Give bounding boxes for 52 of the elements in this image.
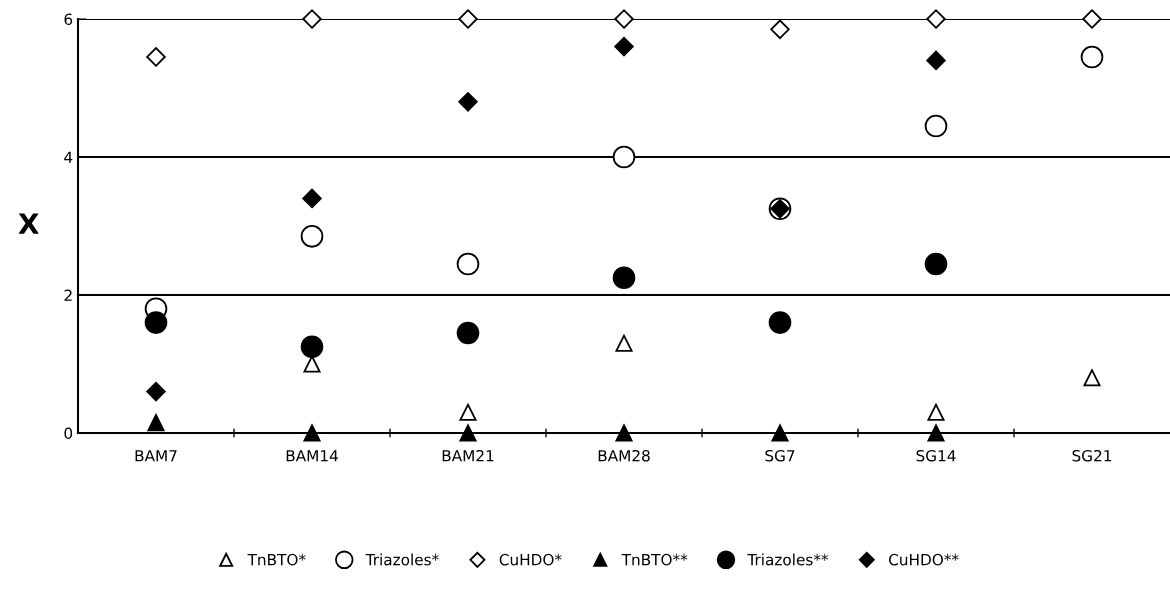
point [302, 188, 322, 209]
point [303, 424, 321, 442]
point [300, 225, 324, 248]
legend-label: CuHDO* [499, 553, 562, 566]
legend-label: TnBTO* [247, 553, 306, 566]
point [926, 50, 946, 71]
y-tick-label: 0 [64, 427, 73, 440]
point [924, 252, 948, 276]
y-tick-label: 6 [64, 13, 73, 26]
point [615, 334, 633, 352]
point [459, 424, 477, 442]
legend-label: Triazoles** [747, 553, 829, 566]
point [144, 311, 168, 334]
point [146, 381, 166, 402]
x-tick-label: BAM14 [286, 450, 338, 462]
point [300, 335, 324, 359]
point [456, 321, 480, 345]
point [770, 19, 790, 40]
point [927, 403, 945, 421]
point [303, 355, 321, 373]
legend-label: Triazoles* [365, 553, 439, 566]
legend-label: TnBTO** [621, 553, 688, 566]
x-tick-label: BAM28 [598, 449, 650, 462]
point [612, 145, 636, 169]
point [1082, 9, 1102, 29]
point [146, 47, 166, 67]
y-tick-label: 2 [64, 289, 72, 301]
y-axis-title: X [18, 213, 39, 234]
point [927, 424, 945, 442]
point [614, 36, 634, 57]
point [147, 414, 165, 432]
point [458, 9, 478, 29]
point [926, 9, 946, 29]
point [768, 311, 792, 334]
y-tick-label: 4 [64, 151, 73, 163]
x-tick-label: SG14 [916, 449, 956, 462]
point [1083, 369, 1101, 387]
point [614, 9, 634, 29]
point [456, 252, 480, 276]
point [459, 403, 477, 421]
legend-label: CuHDO** [889, 553, 959, 566]
point [1080, 45, 1104, 69]
point [771, 424, 789, 442]
x-tick-label: BAM21 [442, 449, 494, 462]
point [612, 266, 636, 290]
x-tick-label: SG7 [765, 449, 795, 462]
x-tick-label: BAM7 [135, 450, 177, 462]
x-tick-label: SG21 [1072, 449, 1112, 462]
point [924, 114, 948, 138]
point [615, 424, 633, 442]
point [302, 9, 322, 29]
point [458, 92, 478, 112]
